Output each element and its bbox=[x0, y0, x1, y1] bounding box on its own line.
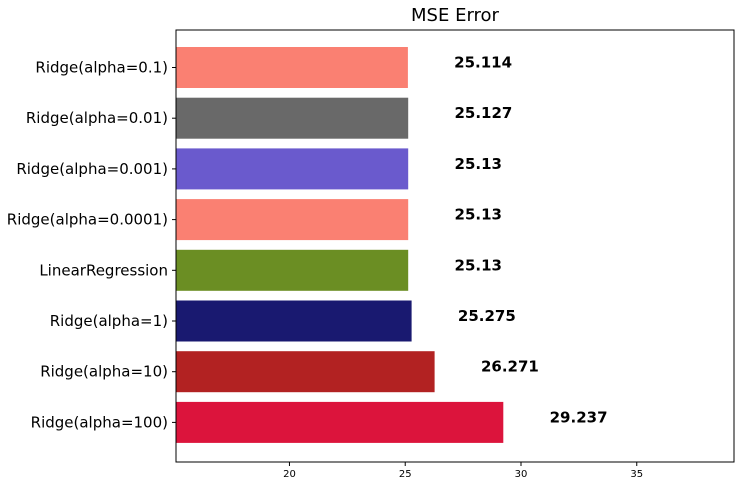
plot-area bbox=[176, 30, 734, 462]
bar bbox=[176, 401, 504, 443]
value-label: 25.275 bbox=[458, 307, 516, 325]
value-label: 25.13 bbox=[455, 155, 502, 173]
bar bbox=[176, 249, 409, 291]
chart-title: MSE Error bbox=[411, 5, 500, 26]
value-label: 29.237 bbox=[550, 408, 608, 426]
bar bbox=[176, 148, 409, 190]
bars-group bbox=[176, 47, 504, 443]
value-label: 26.271 bbox=[481, 358, 539, 376]
value-labels-group: 25.114 25.127 25.13 25.13 25.13 25.275 26.271 2… bbox=[454, 54, 607, 427]
x-tick-label: 35 bbox=[630, 469, 643, 480]
value-label: 25.114 bbox=[454, 54, 512, 72]
value-label: 25.13 bbox=[455, 256, 502, 274]
category-label: Ridge(alpha=0.001) bbox=[16, 160, 168, 178]
category-label: Ridge(alpha=100) bbox=[31, 413, 168, 431]
x-tick-label: 30 bbox=[515, 469, 528, 480]
value-label: 25.127 bbox=[454, 104, 512, 122]
value-label: 25.13 bbox=[455, 206, 502, 224]
x-tick-label: 25 bbox=[399, 469, 412, 480]
x-ticks-group: 20 25 30 35 bbox=[283, 462, 643, 480]
bar bbox=[176, 97, 409, 139]
category-label: Ridge(alpha=1) bbox=[50, 312, 168, 330]
category-label: LinearRegression bbox=[39, 261, 168, 279]
category-label: Ridge(alpha=0.1) bbox=[35, 59, 168, 77]
bar bbox=[176, 300, 412, 342]
bar bbox=[176, 199, 409, 241]
plot-frame bbox=[175, 29, 735, 463]
bar bbox=[176, 351, 435, 393]
category-label: Ridge(alpha=0.01) bbox=[26, 109, 168, 127]
category-label: Ridge(alpha=0.0001) bbox=[7, 211, 168, 229]
bar bbox=[176, 47, 408, 88]
category-labels-group: Ridge(alpha=0.1) Ridge(alpha=0.01) Ridge(a… bbox=[7, 59, 176, 431]
category-label: Ridge(alpha=10) bbox=[40, 363, 168, 381]
x-tick-label: 20 bbox=[283, 469, 296, 480]
